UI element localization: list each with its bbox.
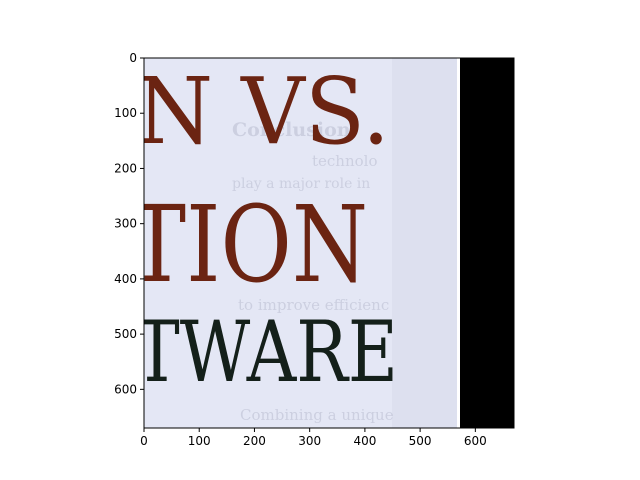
y-tick-label: 600 xyxy=(114,382,137,396)
y-tick-label: 200 xyxy=(114,161,137,175)
x-tick-label: 600 xyxy=(464,434,487,448)
image-axes: Conclusion technolo play a major role in… xyxy=(128,58,514,428)
x-tick-label: 200 xyxy=(243,434,266,448)
x-tick-label: 100 xyxy=(188,434,211,448)
ghost-text-4: to improve efficienc xyxy=(238,296,389,314)
ghost-text-5: Combining a unique xyxy=(240,406,394,424)
y-tick-label: 500 xyxy=(114,327,137,341)
y-axis: 0 100 200 300 400 500 600 xyxy=(114,51,144,396)
y-tick-label: 400 xyxy=(114,272,137,286)
x-tick-label: 0 xyxy=(140,434,148,448)
ghost-text-2: technolo xyxy=(312,152,378,170)
headline-line-1: N VS. xyxy=(136,58,390,165)
y-tick-label: 0 xyxy=(129,51,137,65)
white-gap xyxy=(457,58,460,428)
headline-line-2: TION xyxy=(128,183,368,306)
page-fold-shadow xyxy=(392,58,457,428)
x-axis: 0 100 200 300 400 500 600 xyxy=(140,428,487,448)
y-tick-label: 100 xyxy=(114,106,137,120)
ghost-text-1: Conclusion xyxy=(232,119,351,141)
black-region xyxy=(460,58,514,428)
y-tick-label: 300 xyxy=(114,217,137,231)
axes-frame xyxy=(143,57,515,429)
headline-line-3: TWARE xyxy=(134,303,398,401)
x-tick-label: 300 xyxy=(298,434,321,448)
x-tick-label: 400 xyxy=(353,434,376,448)
ghost-text-3: play a major role in xyxy=(232,176,370,192)
x-tick-label: 500 xyxy=(409,434,432,448)
